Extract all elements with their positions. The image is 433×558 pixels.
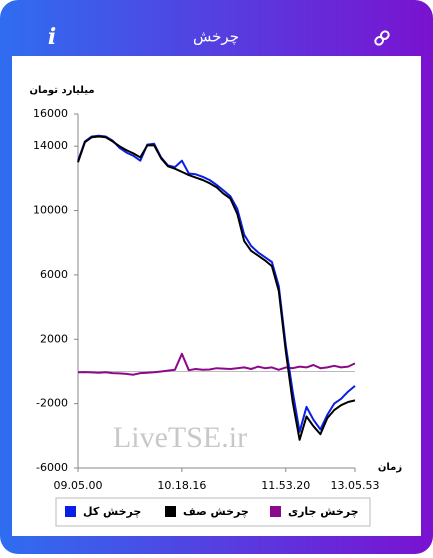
- y-tick-label: 14000: [33, 139, 68, 152]
- link-button[interactable]: [374, 30, 390, 46]
- legend: [55, 497, 371, 527]
- y-tick-label: 6000: [40, 268, 68, 281]
- x-tick-label: 13.05.53: [331, 479, 380, 492]
- legend-label: چرخش صف: [183, 505, 249, 518]
- legend-label: چرخش کل: [83, 505, 141, 518]
- y-tick-label: 2000: [40, 332, 68, 345]
- legend-label: چرخش جاری: [288, 505, 359, 518]
- x-tick-label: 10.18.16: [157, 479, 206, 492]
- x-tick-label: 09.05.00: [54, 479, 103, 492]
- watermark: LiveTSE.ir: [113, 421, 247, 454]
- x-axis-title: زمان: [378, 462, 402, 473]
- series-line: [77, 135, 356, 441]
- series-line: [77, 352, 356, 376]
- y-axis-title: میلیارد تومان: [29, 85, 94, 96]
- series-line: [77, 134, 356, 433]
- page-title: چرخش: [193, 28, 239, 46]
- legend-swatch: [270, 506, 281, 517]
- legend-swatch: [65, 506, 76, 517]
- y-tick-label: -2000: [36, 397, 68, 410]
- y-tick-label: 16000: [33, 107, 68, 120]
- y-tick-label: 10000: [33, 204, 68, 217]
- y-tick-label: -6000: [36, 461, 68, 474]
- legend-swatch: [165, 506, 176, 517]
- x-tick-label: 11.53.20: [261, 479, 310, 492]
- card: [12, 56, 421, 536]
- info-button[interactable]: i: [48, 24, 56, 50]
